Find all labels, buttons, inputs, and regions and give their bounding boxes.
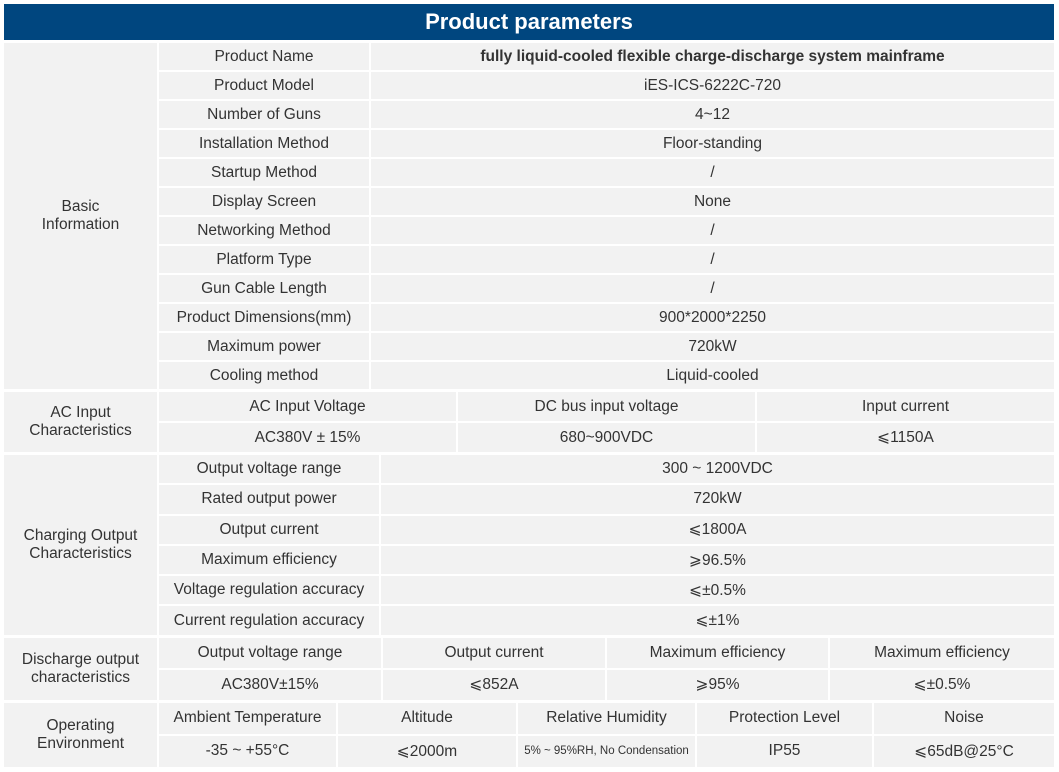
parameter-label: Platform Type [159, 246, 369, 273]
column-value: AC380V±15% [159, 669, 381, 700]
parameter-value: / [371, 159, 1054, 186]
column-value: ⩽65dB@25°C [874, 735, 1054, 767]
parameter-value: ⩽±0.5% [381, 576, 1054, 605]
parameter-value: Floor-standing [371, 130, 1054, 157]
column-header: Noise [874, 702, 1054, 734]
column-value: -35 ~ +55°C [159, 735, 336, 767]
column-value: 680~900VDC [458, 423, 755, 452]
parameter-value: None [371, 188, 1054, 215]
section-charging-output: Charging Output Characteristics Output v… [4, 455, 1054, 635]
parameter-label: Product Dimensions(mm) [159, 304, 369, 331]
parameter-value: ⩽1800A [381, 515, 1054, 544]
column-header: Ambient Temperature [159, 702, 336, 734]
column-value: ⩾95% [607, 669, 828, 700]
section-label: AC Input Characteristics [4, 392, 157, 452]
section-label: Operating Environment [4, 702, 157, 767]
parameter-label: Voltage regulation accuracy [159, 576, 379, 605]
parameter-value: iES-ICS-6222C-720 [371, 72, 1054, 99]
parameter-value: 300 ~ 1200VDC [381, 455, 1054, 484]
column-header: Input current [757, 392, 1054, 421]
parameter-label: Output voltage range [159, 455, 379, 484]
parameter-value: 720kW [381, 485, 1054, 514]
parameter-label: Output current [159, 515, 379, 544]
column-header: AC Input Voltage [159, 392, 456, 421]
column-header: Maximum efficiency [830, 637, 1054, 668]
parameter-value: 900*2000*2250 [371, 304, 1054, 331]
parameter-value: Liquid-cooled [371, 362, 1054, 389]
section-label: Discharge output characteristics [4, 637, 157, 700]
product-parameters-table: Product parameters Basic Information Pro… [4, 4, 1054, 770]
column-header: Output current [383, 637, 605, 668]
column-value: ⩽852A [383, 669, 605, 700]
column-header: Protection Level [697, 702, 872, 734]
column-header: Altitude [338, 702, 516, 734]
parameter-value: ⩽±1% [381, 606, 1054, 635]
parameter-label: Product Name [159, 43, 369, 70]
parameter-label: Gun Cable Length [159, 275, 369, 302]
parameter-label: Cooling method [159, 362, 369, 389]
section-label: Basic Information [4, 43, 157, 389]
column-header: Output voltage range [159, 637, 381, 668]
parameter-value: 720kW [371, 333, 1054, 360]
parameter-label: Startup Method [159, 159, 369, 186]
section-basic-information: Basic Information Product Name fully liqu… [4, 43, 1054, 389]
column-header: DC bus input voltage [458, 392, 755, 421]
parameter-label: Current regulation accuracy [159, 606, 379, 635]
parameter-value: / [371, 246, 1054, 273]
column-value: ⩽2000m [338, 735, 516, 767]
parameter-value: ⩾96.5% [381, 545, 1054, 575]
parameter-value: / [371, 217, 1054, 244]
section-operating-environment: Operating Environment Ambient Temperatur… [4, 702, 1054, 767]
parameter-label: Rated output power [159, 485, 379, 514]
parameter-value: / [371, 275, 1054, 302]
parameter-label: Networking Method [159, 217, 369, 244]
table-title: Product parameters [4, 4, 1054, 40]
column-value: 5% ~ 95%RH, No Condensation [518, 735, 695, 767]
parameter-value: fully liquid-cooled flexible charge-disc… [371, 43, 1054, 70]
section-ac-input: AC Input Characteristics AC Input Voltag… [4, 392, 1054, 452]
parameter-label: Number of Guns [159, 101, 369, 128]
column-value: IP55 [697, 735, 872, 767]
parameter-label: Product Model [159, 72, 369, 99]
parameter-label: Display Screen [159, 188, 369, 215]
column-value: ⩽1150A [757, 423, 1054, 452]
column-value: ⩽±0.5% [830, 669, 1054, 700]
section-discharge-output: Discharge output characteristics Output … [4, 637, 1054, 700]
parameter-label: Maximum power [159, 333, 369, 360]
parameter-label: Maximum efficiency [159, 545, 379, 575]
column-value: AC380V ± 15% [159, 423, 456, 452]
section-label: Charging Output Characteristics [4, 455, 157, 635]
column-header: Relative Humidity [518, 702, 695, 734]
parameter-label: Installation Method [159, 130, 369, 157]
parameter-value: 4~12 [371, 101, 1054, 128]
column-header: Maximum efficiency [607, 637, 828, 668]
